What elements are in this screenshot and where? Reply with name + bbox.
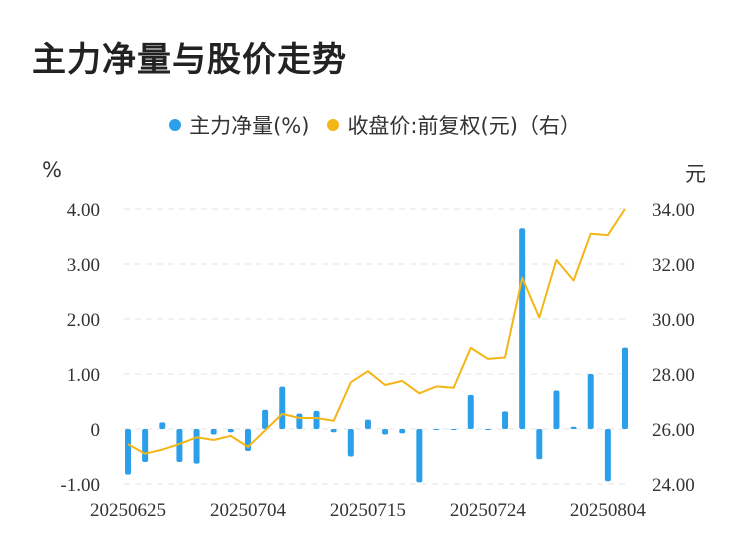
bar [279, 386, 286, 429]
y-left-tick-label: 3.00 [67, 255, 100, 276]
chart-legend: 主力净量(%) 收盘价:前复权(元)（右） [0, 110, 750, 140]
bar [450, 429, 457, 430]
y-right-tick-label: 24.00 [652, 475, 695, 496]
y-right-tick-label: 28.00 [652, 365, 695, 386]
bar [330, 429, 337, 433]
x-tick-label: 20250625 [90, 500, 166, 521]
y-left-tick-label: 4.00 [67, 200, 100, 221]
bar [176, 429, 183, 462]
bar [347, 429, 354, 457]
bar [399, 429, 406, 434]
bar [484, 429, 491, 430]
bar [502, 411, 509, 429]
legend-marker-line [327, 119, 340, 131]
x-tick-label: 20250715 [330, 500, 406, 521]
y-right-tick-label: 32.00 [652, 255, 695, 276]
bar [262, 409, 269, 429]
chart-title: 主力净量与股价走势 [32, 40, 347, 80]
bar [570, 426, 577, 429]
bar [536, 429, 543, 460]
y-left-tick-label: 0 [91, 420, 101, 441]
bar [622, 347, 628, 429]
bar [364, 419, 371, 429]
bar [553, 390, 560, 429]
bar [159, 422, 166, 429]
bar [467, 394, 474, 429]
x-tick-label: 20250704 [210, 500, 287, 521]
bar [125, 429, 131, 475]
bar [210, 429, 217, 435]
left-axis-unit: % [42, 158, 62, 182]
bar [433, 429, 440, 430]
y-right-tick-label: 30.00 [652, 310, 695, 331]
bar [227, 429, 234, 433]
bar [382, 429, 389, 435]
y-left-tick-label: -1.00 [60, 475, 100, 496]
bar [313, 410, 320, 429]
x-tick-label: 20250724 [450, 500, 527, 521]
y-left-tick-label: 1.00 [67, 365, 100, 386]
bar [416, 429, 423, 483]
bar [604, 429, 611, 482]
x-tick-label: 20250804 [570, 500, 647, 521]
y-right-tick-label: 34.00 [652, 200, 695, 221]
bar [193, 429, 200, 464]
legend-item-net-volume[interactable]: 主力净量(%) [169, 110, 309, 140]
bar [587, 374, 594, 429]
legend-item-close-price[interactable]: 收盘价:前复权(元)（右） [327, 110, 581, 140]
bar [296, 413, 303, 429]
legend-marker-bar [169, 119, 182, 131]
bar [519, 228, 526, 429]
price-line [127, 208, 626, 455]
y-right-tick-label: 26.00 [652, 420, 695, 441]
y-left-tick-label: 2.00 [67, 310, 100, 331]
legend-label-net-volume: 主力净量(%) [189, 114, 310, 138]
legend-label-close-price: 收盘价:前复权(元)（右） [347, 114, 581, 138]
bar [142, 429, 149, 462]
right-axis-unit: 元 [685, 162, 706, 186]
